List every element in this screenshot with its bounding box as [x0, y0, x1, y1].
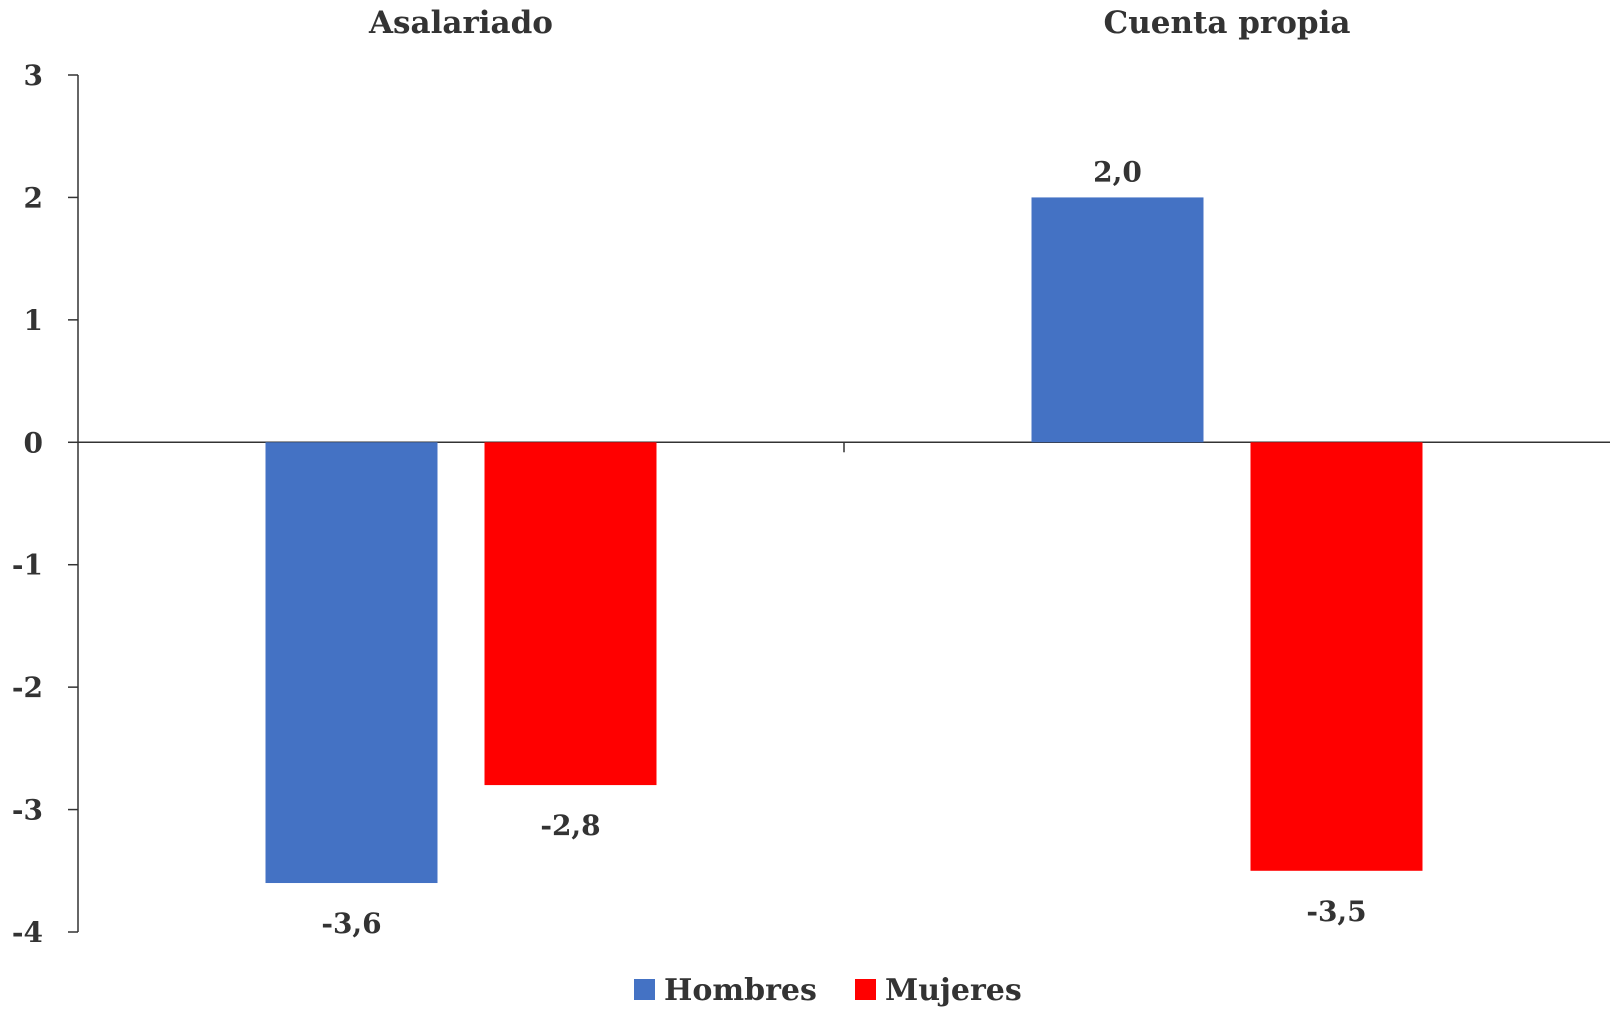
- legend-swatch-mujeres: [855, 979, 876, 1000]
- category-label: Cuenta propia: [1104, 5, 1351, 41]
- bar-hombres-2: [1031, 197, 1204, 443]
- legend: Hombres Mujeres: [634, 973, 1022, 1008]
- legend-label-mujeres: Mujeres: [885, 973, 1022, 1008]
- bar-hombres-1: [265, 442, 438, 884]
- y-tick-label: 1: [24, 304, 43, 337]
- legend-label-hombres: Hombres: [664, 973, 817, 1008]
- category-label: Asalariado: [368, 5, 553, 41]
- y-tick-label: -1: [12, 549, 43, 582]
- data-label: -3,6: [321, 907, 381, 940]
- bar-mujeres-2: [1250, 442, 1423, 871]
- data-label: -3,5: [1306, 895, 1366, 928]
- legend-swatch-hombres: [634, 979, 655, 1000]
- bar-mujeres-1: [484, 442, 657, 786]
- category-labels: Asalariado Cuenta propia: [368, 5, 1350, 41]
- y-tick-label: -4: [12, 916, 43, 949]
- bars: [265, 197, 1423, 884]
- y-tick-label: 3: [24, 59, 43, 92]
- y-tick-label: 2: [24, 181, 43, 214]
- data-label: -2,8: [540, 809, 600, 842]
- y-tick-label: 0: [24, 426, 43, 459]
- data-label: 2,0: [1093, 155, 1142, 188]
- data-labels: -3,6 -2,8 2,0 -3,5: [321, 155, 1366, 940]
- y-tick-label: -2: [12, 671, 43, 704]
- y-tick-label: -3: [12, 794, 43, 827]
